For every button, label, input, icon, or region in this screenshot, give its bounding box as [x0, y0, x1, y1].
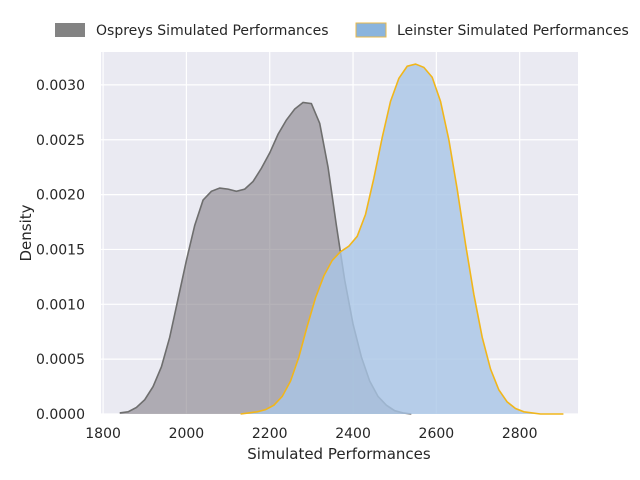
legend-swatch-ospreys	[55, 23, 85, 37]
x-tick-label: 2600	[419, 426, 455, 442]
series-layer	[119, 63, 564, 415]
tick-labels: 1800 2000 2200 2400 2600 2800 0.0000 0.0005 0.00…	[36, 78, 537, 442]
y-tick-label: 0.0015	[36, 242, 85, 258]
x-tick-label: 2200	[252, 426, 288, 442]
y-tick-label: 0.0020	[36, 188, 85, 204]
y-tick-label: 0.0010	[36, 297, 85, 313]
x-tick-label: 1800	[85, 426, 121, 442]
y-tick-label: 0.0005	[36, 352, 85, 368]
y-tick-label: 0.0030	[36, 78, 85, 94]
x-tick-label: 2800	[502, 426, 538, 442]
legend: Ospreys Simulated Performances Leinster …	[55, 22, 629, 39]
legend-label-ospreys: Ospreys Simulated Performances	[96, 23, 329, 39]
y-tick-label: 0.0025	[36, 133, 85, 149]
y-tick-label: 0.0000	[36, 407, 85, 423]
x-tick-label: 2400	[335, 426, 371, 442]
legend-label-leinster: Leinster Simulated Performances	[397, 23, 629, 39]
density-line-leinster	[240, 63, 564, 415]
x-axis-title: Simulated Performances	[247, 445, 431, 463]
x-tick-label: 2000	[169, 426, 205, 442]
legend-swatch-leinster	[355, 22, 387, 38]
density-area-leinster	[240, 64, 564, 415]
y-axis-title: Density	[17, 204, 35, 261]
